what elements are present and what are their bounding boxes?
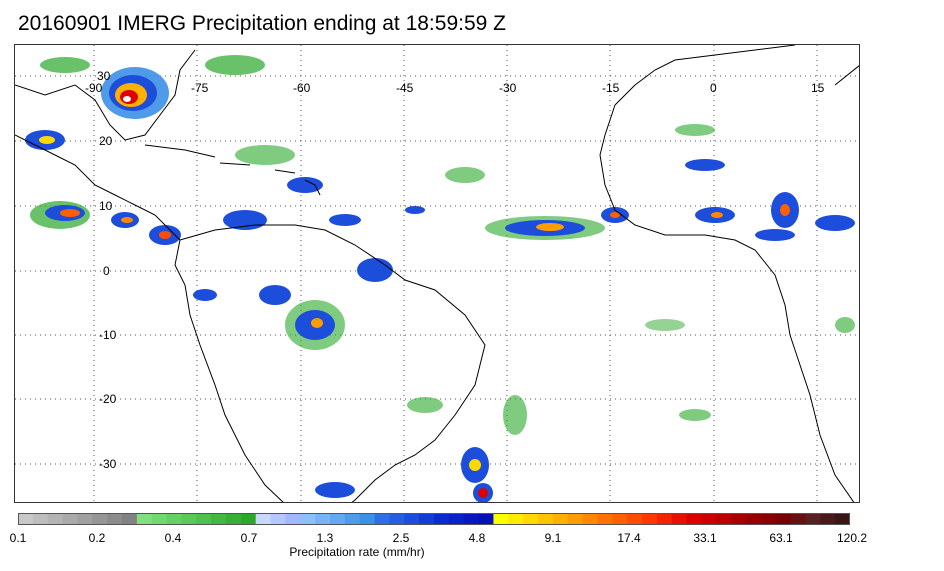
colorbar-swatch <box>790 513 806 525</box>
colorbar-swatch <box>775 513 792 525</box>
map-gridlines <box>15 45 859 502</box>
lon-tick: -15 <box>602 81 620 95</box>
colorbar-border <box>18 513 850 525</box>
lon-tick: -75 <box>191 81 209 95</box>
colorbar-swatch <box>478 513 494 525</box>
colorbar-swatch <box>359 513 376 525</box>
colorbar-swatch <box>716 513 732 525</box>
colorbar-swatch <box>493 513 509 525</box>
colorbar-swatch <box>746 513 762 525</box>
lat-tick: -10 <box>99 328 117 342</box>
colorbar-tick-label: 1.3 <box>316 531 334 545</box>
colorbar-swatch <box>166 513 182 525</box>
lat-tick: -20 <box>99 392 117 406</box>
colorbar-tick-label: 0.7 <box>240 531 258 545</box>
colorbar-swatch <box>136 513 153 525</box>
colorbar-tick-label: 17.4 <box>617 531 641 545</box>
colorbar-swatch <box>701 513 717 525</box>
lat-tick: 30 <box>97 69 111 83</box>
colorbar-swatch <box>597 513 613 525</box>
colorbar-swatch <box>612 513 628 525</box>
colorbar-swatch <box>404 513 420 525</box>
colorbar-swatch <box>270 513 286 525</box>
colorbar-swatch <box>181 513 197 525</box>
colorbar-swatch <box>255 513 272 525</box>
colorbar-swatch <box>582 513 598 525</box>
colorbar-swatch <box>196 513 212 525</box>
colorbar-tick-label: 4.8 <box>468 531 486 545</box>
colorbar-tick-label: 0.4 <box>164 531 182 545</box>
rain-cells-itcz <box>405 124 855 241</box>
colorbar-swatch <box>731 513 747 525</box>
lat-tick: 10 <box>99 199 113 213</box>
colorbar-swatch <box>330 513 346 525</box>
lat-tick: 20 <box>99 134 113 148</box>
colorbar-swatch <box>760 513 777 525</box>
colorbar-swatch <box>508 513 524 525</box>
colorbar-swatch <box>374 513 390 525</box>
colorbar-swatch <box>686 513 702 525</box>
colorbar-swatch <box>523 513 539 525</box>
lon-tick: 0 <box>710 81 717 95</box>
colorbar-swatch <box>671 513 688 525</box>
colorbar-tick-label: 0.2 <box>88 531 106 545</box>
lon-tick: 15 <box>811 81 825 95</box>
colorbar-tick-label: 0.1 <box>9 531 27 545</box>
colorbar-swatch <box>315 513 331 525</box>
colorbar-swatch <box>835 513 850 525</box>
lon-tick: -45 <box>396 81 414 95</box>
colorbar-tick-label: 9.1 <box>544 531 562 545</box>
lon-tick: -90 <box>85 81 103 95</box>
colorbar-swatch <box>627 513 643 525</box>
colorbar-swatch <box>567 513 584 525</box>
colorbar-swatch <box>656 513 673 525</box>
colorbar-swatch <box>77 513 93 525</box>
colorbar-units-label: Precipitation rate (mm/hr) <box>289 545 425 559</box>
colorbar-swatch <box>211 513 227 525</box>
lat-tick: -30 <box>99 457 117 471</box>
colorbar-tick-label: 33.1 <box>693 531 717 545</box>
colorbar-tick-label: 120.2 <box>836 531 868 545</box>
colorbar-swatch <box>300 513 316 525</box>
colorbar-swatch <box>18 513 34 525</box>
colorbar-swatch <box>463 513 480 525</box>
precipitation-field <box>25 55 855 502</box>
colorbar-swatch <box>434 513 450 525</box>
colorbar <box>18 513 850 525</box>
colorbar-swatch <box>122 513 138 525</box>
colorbar-swatch <box>47 513 64 525</box>
colorbar-swatch <box>92 513 108 525</box>
colorbar-swatch <box>805 513 821 525</box>
colorbar-tick-label: 63.1 <box>769 531 793 545</box>
colorbar-swatch <box>419 513 435 525</box>
colorbar-swatch <box>285 513 301 525</box>
colorbar-swatch <box>642 513 658 525</box>
map-title: 20160901 IMERG Precipitation ending at 1… <box>18 12 506 35</box>
lon-tick: -60 <box>293 81 311 95</box>
colorbar-swatch <box>552 513 569 525</box>
hurricane-rain-cell <box>101 67 169 119</box>
rain-cells-south-america <box>193 258 855 502</box>
coastlines <box>15 45 859 502</box>
map-canvas <box>15 45 859 502</box>
lat-tick: 0 <box>103 264 110 278</box>
colorbar-tick-label: 2.5 <box>392 531 410 545</box>
lon-tick: -30 <box>499 81 517 95</box>
colorbar-swatch <box>226 513 242 525</box>
rain-cells-caribbean <box>25 55 361 245</box>
colorbar-swatch <box>538 513 554 525</box>
colorbar-swatch <box>62 513 78 525</box>
colorbar-swatch <box>240 513 257 525</box>
colorbar-swatch <box>151 513 168 525</box>
precipitation-map: -90 -75 -60 -45 -30 -15 0 15 30 20 10 0 … <box>14 44 860 503</box>
colorbar-swatch <box>107 513 123 525</box>
colorbar-swatch <box>389 513 405 525</box>
colorbar-swatch <box>344 513 361 525</box>
colorbar-swatch <box>32 513 49 525</box>
colorbar-swatch <box>820 513 836 525</box>
colorbar-swatch <box>448 513 465 525</box>
